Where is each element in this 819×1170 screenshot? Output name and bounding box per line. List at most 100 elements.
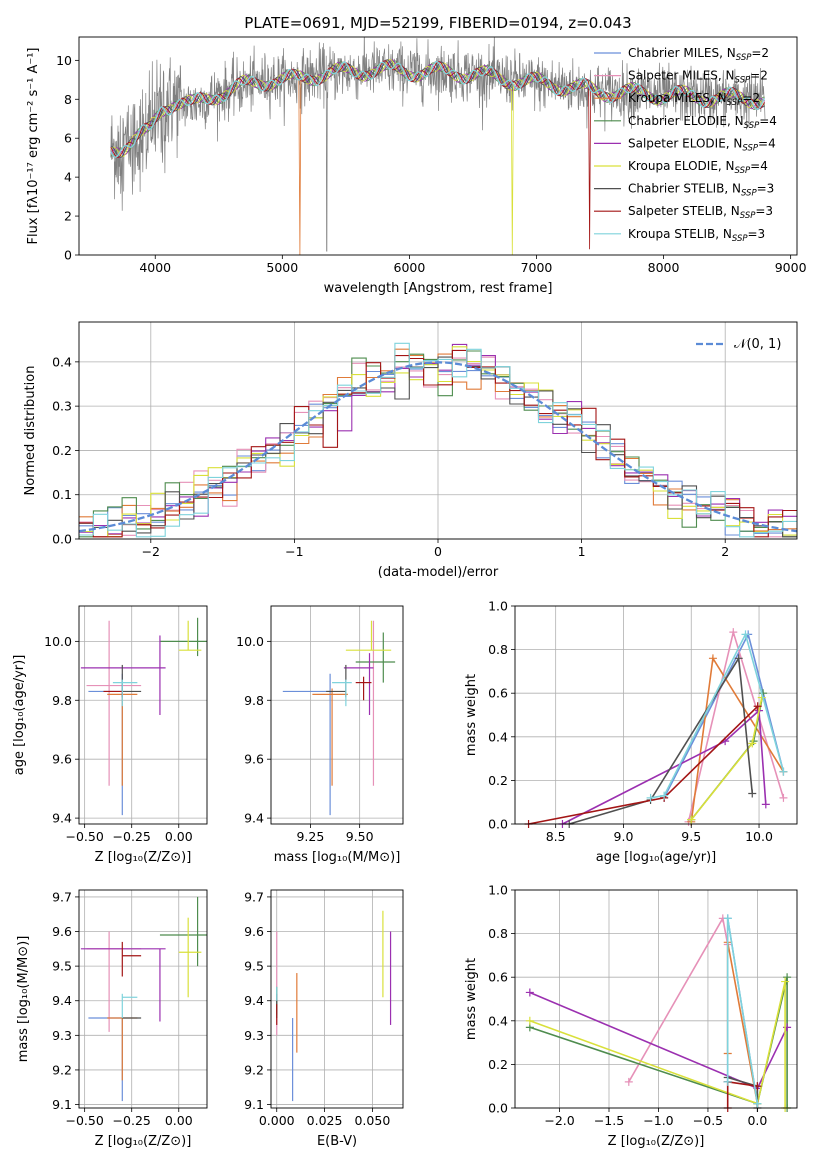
spectrum-lines — [110, 37, 766, 255]
weight-marker — [779, 767, 788, 776]
legend-entry: Chabrier ELODIE, NSSP=4 — [628, 114, 777, 131]
tick-label-x: 9.50 — [346, 829, 374, 844]
tick-label-y: 9.5 — [52, 959, 72, 974]
weight-line-9 — [650, 632, 785, 799]
weight-line-6 — [529, 981, 786, 1108]
tick-label-x: −0.50 — [65, 1113, 103, 1128]
weight-marker — [781, 977, 790, 986]
frame-mass_vs_ebv: 0.000 0.025 0.050 9.1 9.2 9.3 9.4 9.5 9.6 9.7 E(B-… — [244, 889, 404, 1149]
tick-label-y: 0.8 — [488, 926, 508, 941]
legend-sub: SSP — [736, 53, 752, 63]
frame-weight_vs_age: 8.5 9.0 9.5 10.0 0.0 0.2 0.4 0.6 0.8 1.0 age [log₁… — [464, 599, 798, 865]
tick-label-x: 0.000 — [259, 1113, 295, 1128]
tick-label-y: 0.3 — [52, 399, 72, 414]
weight-marker — [723, 1077, 732, 1086]
tick-label-x: 1 — [578, 544, 586, 559]
tick-label-x: −0.5 — [693, 1113, 723, 1128]
tick-label-y: 0 — [64, 248, 72, 263]
frame-residuals: −2 −1 0 1 2 0.0 0.1 0.2 0.3 0.4 (data-model)/error… — [23, 321, 798, 580]
legend-entry: Chabrier MILES, NSSP=2 — [628, 46, 769, 63]
data-point-9 — [121, 993, 138, 1019]
tick-label-x: 6000 — [394, 260, 426, 275]
model-spectrum-9 — [110, 60, 766, 158]
tick-label-y: 9.3 — [244, 1028, 264, 1043]
legend-sub: SSP — [727, 98, 743, 108]
tick-label-x: 2 — [721, 544, 729, 559]
tick-label-x: −2 — [142, 544, 160, 559]
data-point-8 — [355, 676, 372, 701]
tick-label-x: 9000 — [775, 260, 807, 275]
legend-name: Kroupa STELIB, N — [628, 227, 732, 241]
y-axis-label: mass weight — [464, 958, 479, 1040]
tick-label-x: −0.50 — [65, 829, 103, 844]
x-axis-label: mass [log₁₀(M/M⊙)] — [274, 850, 401, 865]
errorbars-age_vs_Z — [80, 617, 207, 816]
tick-label-y: 0.2 — [52, 443, 72, 458]
tick-label-x: 7000 — [521, 260, 553, 275]
tick-label-x: 10.0 — [745, 829, 773, 844]
tick-label-x: −1.5 — [594, 1113, 624, 1128]
legend-sub: SSP — [740, 211, 756, 221]
legend-entry: Kroupa STELIB, NSSP=3 — [628, 227, 765, 244]
legend-sub: SSP — [741, 189, 757, 199]
tick-label-x: 0.050 — [354, 1113, 390, 1128]
histograms — [78, 342, 798, 538]
x-axis-label: wavelength [Angstrom, rest frame] — [324, 281, 553, 296]
weight-marker — [525, 988, 534, 997]
model-spectrum-6 — [110, 59, 765, 255]
legend-normal-label: 𝒩(0, 1) — [734, 337, 781, 352]
data-point-4 — [355, 632, 396, 683]
tick-label-y: 9.6 — [52, 752, 72, 767]
plot-frame — [78, 36, 798, 256]
tick-label-x: −2.0 — [544, 1113, 574, 1128]
legend-name: Chabrier STELIB, N — [628, 182, 741, 196]
model-spectrum-5 — [110, 59, 765, 156]
tick-label-x: 0 — [434, 544, 442, 559]
y-axis-label: mass weight — [464, 674, 479, 756]
tick-label-y: 4 — [64, 170, 72, 185]
legend-entry: Kroupa ELODIE, NSSP=4 — [628, 159, 768, 176]
tick-label-x: −1 — [285, 544, 303, 559]
tick-label-y: 9.8 — [52, 693, 72, 708]
tick-label-y: 0.0 — [52, 532, 72, 547]
tick-label-y: 9.5 — [244, 959, 264, 974]
tick-label-y: 10 — [56, 53, 72, 68]
data-point-6 — [178, 620, 202, 651]
tick-label-y: 0.4 — [488, 729, 508, 744]
legend-suffix: =4 — [758, 136, 776, 150]
weight-marker — [741, 630, 750, 639]
data-point-2 — [86, 620, 142, 786]
errorbars-mass_vs_Z — [80, 896, 207, 1102]
tick-label-y: 0.1 — [52, 487, 72, 502]
plot-frame — [78, 889, 208, 1109]
x-axis-label: Z [log₁₀(Z/Z⊙)] — [95, 1134, 192, 1149]
tick-label-y: 8 — [64, 92, 72, 107]
x-axis-label: E(B-V) — [317, 1134, 357, 1149]
tick-label-y: 9.3 — [52, 1028, 72, 1043]
tick-label-y: 10.0 — [44, 634, 72, 649]
legend-entry: Chabrier STELIB, NSSP=3 — [628, 182, 774, 199]
legend-name: Salpeter STELIB, N — [628, 204, 740, 218]
weight-marker — [779, 793, 788, 802]
tick-label-y: 0.4 — [488, 1013, 508, 1028]
tick-label-y: 9.4 — [244, 993, 264, 1008]
tick-label-y: 0.0 — [488, 817, 508, 832]
tick-label-y: 9.7 — [244, 889, 264, 904]
data-point-9 — [332, 679, 352, 707]
tick-label-x: −0.25 — [113, 1113, 151, 1128]
legend-sub: SSP — [735, 76, 751, 86]
weight-marker — [646, 793, 655, 802]
weight-marker — [723, 914, 732, 923]
legend-sub: SSP — [735, 166, 751, 176]
tick-label-y: 9.4 — [244, 811, 264, 826]
tick-label-x: −0.25 — [113, 829, 151, 844]
histogram-series-9 — [79, 342, 797, 538]
histogram-series-4 — [79, 350, 797, 538]
legend-entry: Salpeter ELODIE, NSSP=4 — [628, 136, 776, 153]
legend-entry: Kroupa MILES, NSSP=2 — [628, 91, 760, 108]
plot-frame — [514, 889, 798, 1109]
tick-label-y: 0.6 — [488, 970, 508, 985]
axes-age_vs_mass — [271, 606, 403, 824]
tick-label-y: 0.6 — [488, 686, 508, 701]
